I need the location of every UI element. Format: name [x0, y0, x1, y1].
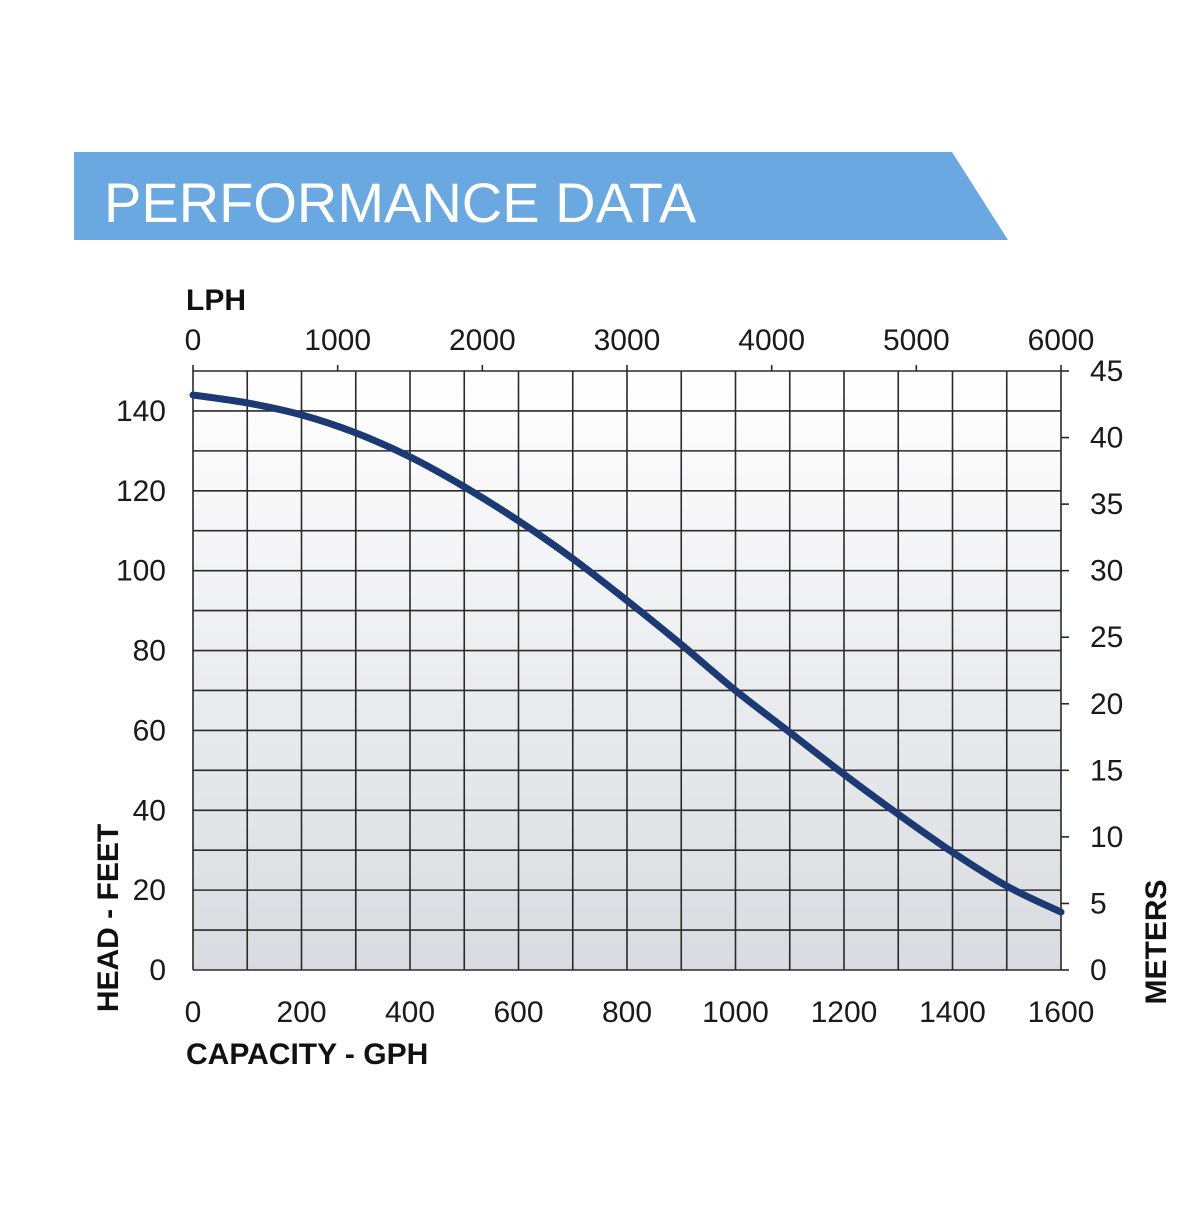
right-tick-label: 30	[1090, 555, 1123, 588]
y-tick-label: 80	[133, 635, 166, 668]
right-tick-label: 45	[1090, 355, 1123, 388]
top-tick-label: 1000	[304, 324, 371, 357]
top-axis-label: LPH	[186, 284, 246, 317]
x-tick-label: 1600	[1028, 996, 1095, 1029]
series-layer	[189, 391, 1065, 916]
top-tick-label: 5000	[883, 324, 950, 357]
y-tick-label: 100	[116, 555, 166, 588]
title-banner: PERFORMANCE DATA	[74, 152, 1008, 240]
x-tick-label: 400	[385, 996, 435, 1029]
x-tick-label: 1000	[702, 996, 769, 1029]
right-tick-label: 25	[1090, 621, 1123, 654]
y-tick-label: 120	[116, 475, 166, 508]
performance-curve	[189, 391, 1065, 916]
x-tick-label: 1400	[919, 996, 986, 1029]
chart-title: PERFORMANCE DATA	[104, 171, 697, 234]
y-tick-label: 40	[133, 794, 166, 827]
y-axis-label: HEAD - FEET	[92, 824, 125, 1012]
right-tick-label: 40	[1090, 422, 1123, 455]
y-tick-label: 0	[149, 954, 166, 987]
x-tick-label: 800	[602, 996, 652, 1029]
top-tick-label: 3000	[594, 324, 661, 357]
x-tick-label: 0	[185, 996, 202, 1029]
right-tick-label: 0	[1090, 954, 1107, 987]
x-tick-label: 1200	[811, 996, 878, 1029]
right-tick-label: 20	[1090, 688, 1123, 721]
y-tick-label: 60	[133, 714, 166, 747]
y-tick-label: 140	[116, 395, 166, 428]
top-tick-label: 2000	[449, 324, 516, 357]
top-tick-label: 6000	[1028, 324, 1095, 357]
grid	[192, 370, 1062, 971]
right-tick-label: 35	[1090, 488, 1123, 521]
x-tick-label: 600	[493, 996, 543, 1029]
x-axis-label: CAPACITY - GPH	[186, 1038, 428, 1071]
right-tick-label: 10	[1090, 821, 1123, 854]
y-tick-label: 20	[133, 874, 166, 907]
top-tick-label: 4000	[738, 324, 805, 357]
top-tick-label: 0	[185, 324, 202, 357]
x-tick-label: 200	[276, 996, 326, 1029]
title-banner-shape	[74, 152, 1008, 240]
right-axis-label: METERS	[1140, 879, 1173, 1004]
right-tick-label: 15	[1090, 754, 1123, 787]
right-tick-label: 5	[1090, 887, 1107, 920]
